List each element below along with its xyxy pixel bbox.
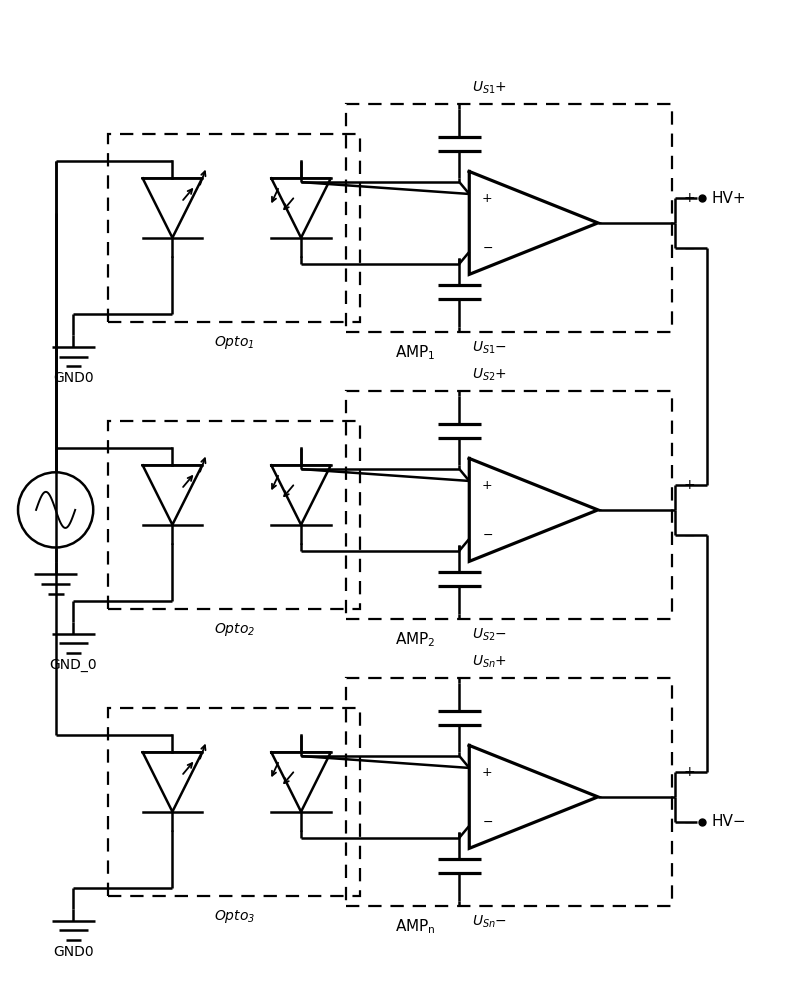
Text: $-$: $-$ (482, 815, 493, 828)
Text: AMP$_\mathregular{1}$: AMP$_\mathregular{1}$ (395, 344, 436, 362)
Text: $-$: $-$ (482, 241, 493, 254)
Text: AMP$_\mathregular{n}$: AMP$_\mathregular{n}$ (395, 918, 436, 936)
Text: +: + (683, 478, 694, 492)
Text: $U_{S2}$−: $U_{S2}$− (471, 627, 506, 643)
Text: HV+: HV+ (712, 191, 746, 206)
Text: GND0: GND0 (53, 945, 94, 959)
Text: $U_{S2}$+: $U_{S2}$+ (471, 367, 506, 383)
Text: $-$: $-$ (482, 528, 493, 541)
Text: $U_{S1}$+: $U_{S1}$+ (471, 80, 506, 96)
Text: +: + (482, 192, 493, 205)
Bar (108, 421, 361, 609)
Bar (346, 104, 672, 332)
Text: $U_{S1}$−: $U_{S1}$− (471, 340, 506, 356)
Bar (108, 134, 361, 322)
Text: $-$: $-$ (683, 241, 695, 255)
Text: +: + (482, 479, 493, 492)
Text: $U_{Sn}$−: $U_{Sn}$− (471, 914, 506, 930)
Text: $-$: $-$ (683, 528, 695, 542)
Text: GND0: GND0 (53, 371, 94, 385)
Text: Opto$_\mathregular{3}$: Opto$_\mathregular{3}$ (214, 908, 255, 925)
Text: +: + (683, 191, 694, 205)
Text: +: + (482, 766, 493, 779)
Bar (346, 678, 672, 906)
Text: $-$: $-$ (683, 815, 695, 829)
Bar (108, 708, 361, 896)
Text: +: + (683, 765, 694, 779)
Bar (346, 391, 672, 619)
Text: $U_{Sn}$+: $U_{Sn}$+ (471, 654, 506, 670)
Text: Opto$_\mathregular{1}$: Opto$_\mathregular{1}$ (214, 334, 254, 351)
Text: Opto$_\mathregular{2}$: Opto$_\mathregular{2}$ (214, 621, 255, 638)
Text: AMP$_\mathregular{2}$: AMP$_\mathregular{2}$ (395, 631, 436, 649)
Text: GND_0: GND_0 (50, 658, 98, 672)
Text: HV−: HV− (712, 814, 746, 829)
